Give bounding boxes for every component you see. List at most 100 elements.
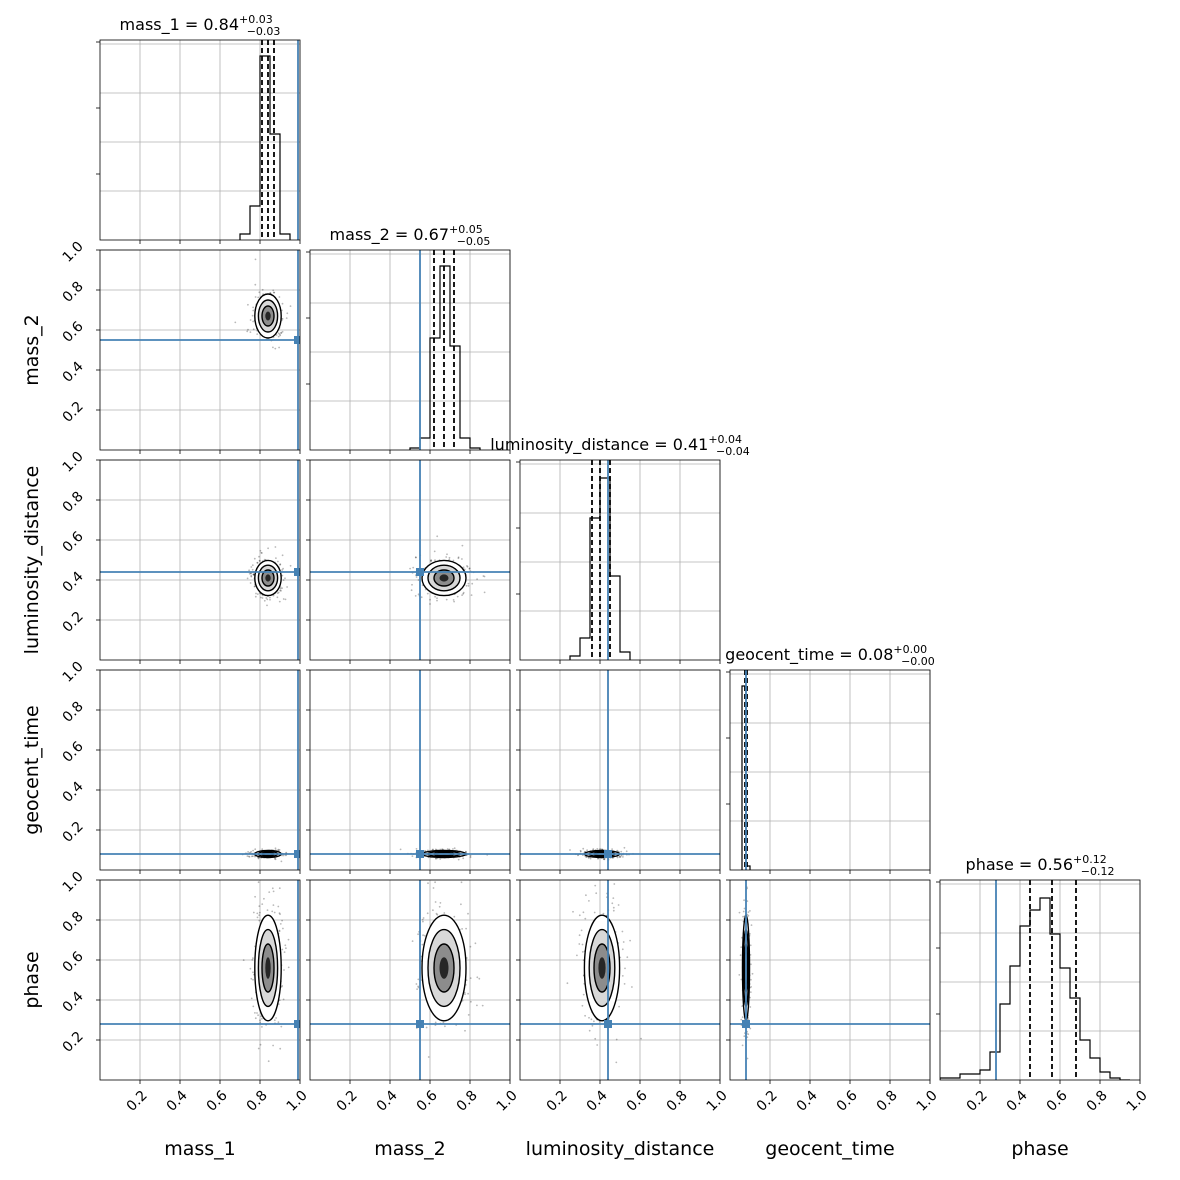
sample-point bbox=[621, 930, 624, 933]
sample-point bbox=[279, 563, 282, 566]
sample-point bbox=[476, 976, 479, 979]
sample-point bbox=[246, 577, 249, 580]
panel-frame bbox=[729, 879, 931, 1081]
sample-point bbox=[429, 603, 431, 605]
sample-point bbox=[603, 858, 605, 861]
sample-point bbox=[620, 850, 623, 853]
sample-point bbox=[278, 346, 280, 349]
sample-point bbox=[281, 985, 284, 987]
sample-point bbox=[582, 847, 585, 850]
sample-point bbox=[582, 911, 585, 914]
sample-point bbox=[256, 916, 259, 919]
sample-point bbox=[257, 1047, 260, 1050]
x-tick-label: 0.6 bbox=[414, 1088, 441, 1115]
title-upper: +0.04 bbox=[708, 433, 742, 446]
sample-point bbox=[457, 557, 460, 560]
sample-point bbox=[626, 956, 629, 959]
sample-point bbox=[446, 848, 449, 850]
sample-point bbox=[257, 296, 260, 299]
sample-point bbox=[432, 887, 435, 889]
sample-point bbox=[582, 993, 585, 996]
sample-point bbox=[572, 910, 574, 913]
x-tick-label: 0.2 bbox=[544, 1088, 571, 1115]
sample-point bbox=[283, 951, 286, 953]
sample-point bbox=[420, 596, 423, 599]
sample-point bbox=[434, 848, 437, 851]
sample-point bbox=[280, 1025, 283, 1028]
truth-marker bbox=[294, 1020, 300, 1028]
sample-point bbox=[273, 291, 276, 294]
sample-point bbox=[618, 1005, 620, 1008]
sample-point bbox=[415, 576, 418, 578]
x-tick-label: 0.6 bbox=[204, 1088, 231, 1115]
x-tick-label: 0.4 bbox=[164, 1088, 191, 1115]
y-axis-label-geocent_time: geocent_time bbox=[21, 705, 43, 834]
sample-point bbox=[444, 873, 446, 875]
sample-point bbox=[618, 855, 621, 858]
sample-point bbox=[746, 913, 749, 916]
y-tick-label: 0.8 bbox=[60, 489, 87, 516]
sample-point bbox=[422, 920, 424, 923]
sample-point bbox=[435, 912, 438, 915]
sample-point bbox=[275, 334, 278, 336]
sample-point bbox=[284, 944, 287, 947]
sample-point bbox=[280, 860, 283, 863]
panel-frame bbox=[519, 669, 721, 871]
x-axis-label-mass_2: mass_2 bbox=[374, 1138, 446, 1160]
sample-point bbox=[740, 946, 743, 949]
y-tick-label: 0.8 bbox=[60, 279, 87, 306]
panel-frame bbox=[519, 879, 721, 1081]
sample-point bbox=[436, 599, 438, 602]
title-luminosity_distance: luminosity_distance = 0.41+0.04 −0.04 bbox=[490, 433, 750, 458]
panel-frame bbox=[309, 249, 511, 451]
truth-marker bbox=[604, 1020, 612, 1028]
sample-point bbox=[277, 335, 280, 338]
y-tick-label: 0.2 bbox=[60, 609, 87, 636]
x-axis-label-phase: phase bbox=[1011, 1138, 1068, 1160]
sample-point bbox=[248, 855, 250, 858]
title-name: mass_1 bbox=[120, 15, 180, 35]
sample-point bbox=[252, 849, 255, 852]
sample-point bbox=[448, 558, 451, 561]
sample-point bbox=[478, 977, 481, 980]
sample-point bbox=[597, 857, 599, 860]
scatter-panel-luminosity_distance-vs-geocent_time bbox=[516, 669, 721, 874]
sample-point bbox=[741, 1016, 744, 1019]
sample-point bbox=[434, 1021, 437, 1024]
sample-point bbox=[250, 574, 253, 577]
sample-point bbox=[624, 967, 626, 970]
sample-point bbox=[257, 857, 260, 860]
sample-point bbox=[258, 555, 260, 558]
sample-point bbox=[629, 939, 631, 942]
x-tick-label: 0.8 bbox=[454, 1088, 481, 1115]
sample-point bbox=[578, 943, 581, 945]
title-name: luminosity_distance bbox=[490, 435, 649, 455]
sample-point bbox=[260, 596, 262, 599]
sample-point bbox=[254, 1012, 256, 1014]
sample-point bbox=[255, 592, 257, 595]
sample-point bbox=[469, 977, 472, 979]
sample-point bbox=[261, 288, 264, 291]
x-tick-label: 0.2 bbox=[124, 1088, 151, 1115]
title-median: 0.56 bbox=[1037, 855, 1073, 874]
sample-point bbox=[276, 592, 279, 595]
title-mass_2: mass_2 = 0.67+0.05 −0.05 bbox=[330, 223, 491, 248]
sample-point bbox=[281, 569, 283, 571]
sample-point bbox=[250, 997, 253, 1000]
sample-point bbox=[588, 900, 590, 902]
sample-point bbox=[275, 1017, 277, 1019]
sample-point bbox=[411, 855, 414, 857]
sample-point bbox=[623, 983, 626, 985]
title-equals: = bbox=[649, 435, 673, 454]
sample-point bbox=[461, 594, 463, 596]
sample-point bbox=[266, 598, 269, 601]
sample-point bbox=[743, 899, 745, 902]
sample-point bbox=[611, 848, 613, 850]
sample-point bbox=[251, 564, 254, 567]
sample-point bbox=[747, 911, 750, 913]
sample-point bbox=[254, 855, 256, 858]
sample-point bbox=[416, 988, 418, 990]
histogram-panel-mass_1 bbox=[96, 39, 301, 244]
title-median: 0.41 bbox=[673, 435, 709, 454]
sample-point bbox=[746, 1057, 749, 1060]
